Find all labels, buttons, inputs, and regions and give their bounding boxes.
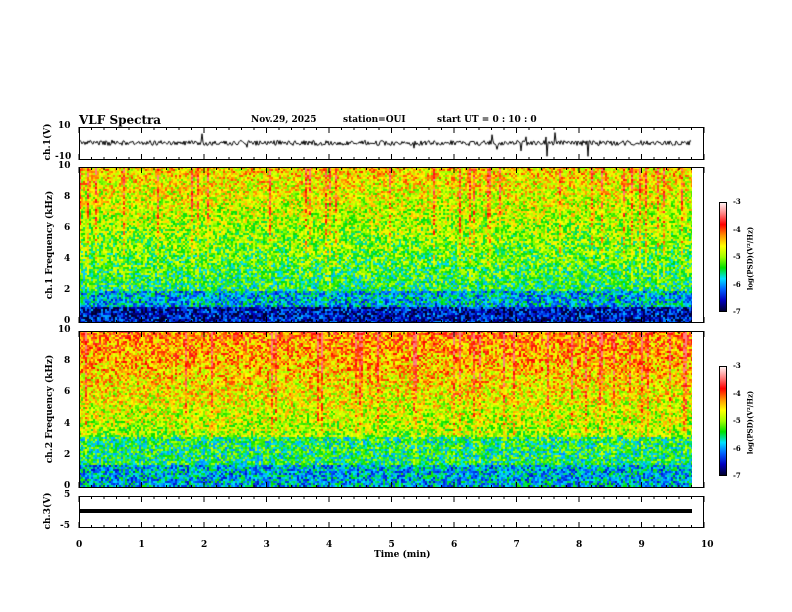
ch3-wave-ylabel: ch.3(V) xyxy=(43,492,53,530)
ytick: -10 xyxy=(55,152,72,162)
ytick: 0 xyxy=(64,481,71,491)
ch1-wave-ylabel: ch.1(V) xyxy=(43,123,53,161)
ch1-colorbar-label: log(PSD)(V²/Hz) xyxy=(745,226,755,291)
ch3-waveform-trace xyxy=(79,509,692,513)
ytick: 0 xyxy=(64,316,71,326)
figure-title: VLF Spectra xyxy=(79,113,162,127)
xtick-label: 5 xyxy=(388,540,395,550)
ch2-colorbar-label: log(PSD)(V²/Hz) xyxy=(745,390,755,455)
ch1-colorbar xyxy=(719,202,727,312)
ch2-spec-ylabel: ch.2 Frequency (kHz) xyxy=(45,354,55,464)
x-axis-label: Time (min) xyxy=(374,550,431,560)
colorbar-tick: -7 xyxy=(733,307,741,316)
ch2-spectrogram xyxy=(79,331,692,487)
ytick: 4 xyxy=(64,418,71,429)
station-label: station=OUI xyxy=(343,115,406,125)
ytick: 8 xyxy=(64,356,71,367)
colorbar-tick: -4 xyxy=(733,388,741,398)
xtick-label: 10 xyxy=(701,540,714,550)
date-label: Nov.29, 2025 xyxy=(251,115,317,125)
start-time-label: start UT = 0 : 10 : 0 xyxy=(437,115,537,125)
ytick: 6 xyxy=(64,387,71,398)
ytick: 10 xyxy=(58,161,71,171)
ytick: 5 xyxy=(64,490,71,500)
xtick-label: 9 xyxy=(638,540,645,550)
ytick: 6 xyxy=(64,223,71,233)
xtick-label: 6 xyxy=(451,540,458,550)
colorbar-tick: -4 xyxy=(733,224,741,234)
colorbar-tick: -6 xyxy=(733,279,741,289)
colorbar-tick: -3 xyxy=(733,361,741,370)
xtick-label: 0 xyxy=(76,540,83,550)
xtick-label: 2 xyxy=(201,540,208,550)
ytick: 10 xyxy=(58,325,71,335)
ch2-colorbar xyxy=(719,366,727,476)
colorbar-tick: -3 xyxy=(733,197,741,206)
ch1-spectrogram xyxy=(79,167,692,322)
xtick-label: 7 xyxy=(513,540,520,550)
ch1-spec-ylabel: ch.1 Frequency (kHz) xyxy=(45,190,55,300)
xtick-label: 4 xyxy=(326,540,333,550)
colorbar-tick: -5 xyxy=(733,252,741,261)
ytick: 8 xyxy=(64,192,71,202)
ytick: 4 xyxy=(64,254,71,264)
colorbar-tick: -7 xyxy=(733,471,741,480)
xtick-label: 3 xyxy=(263,540,270,550)
xtick-label: 1 xyxy=(138,540,145,550)
ytick: 10 xyxy=(58,121,71,131)
ytick: -5 xyxy=(60,521,70,531)
ytick: 2 xyxy=(64,449,71,460)
ytick: 2 xyxy=(64,285,71,295)
ch1-waveform-trace xyxy=(79,127,692,159)
colorbar-tick: -6 xyxy=(733,443,741,453)
colorbar-tick: -5 xyxy=(733,416,741,425)
xtick-label: 8 xyxy=(576,540,583,550)
